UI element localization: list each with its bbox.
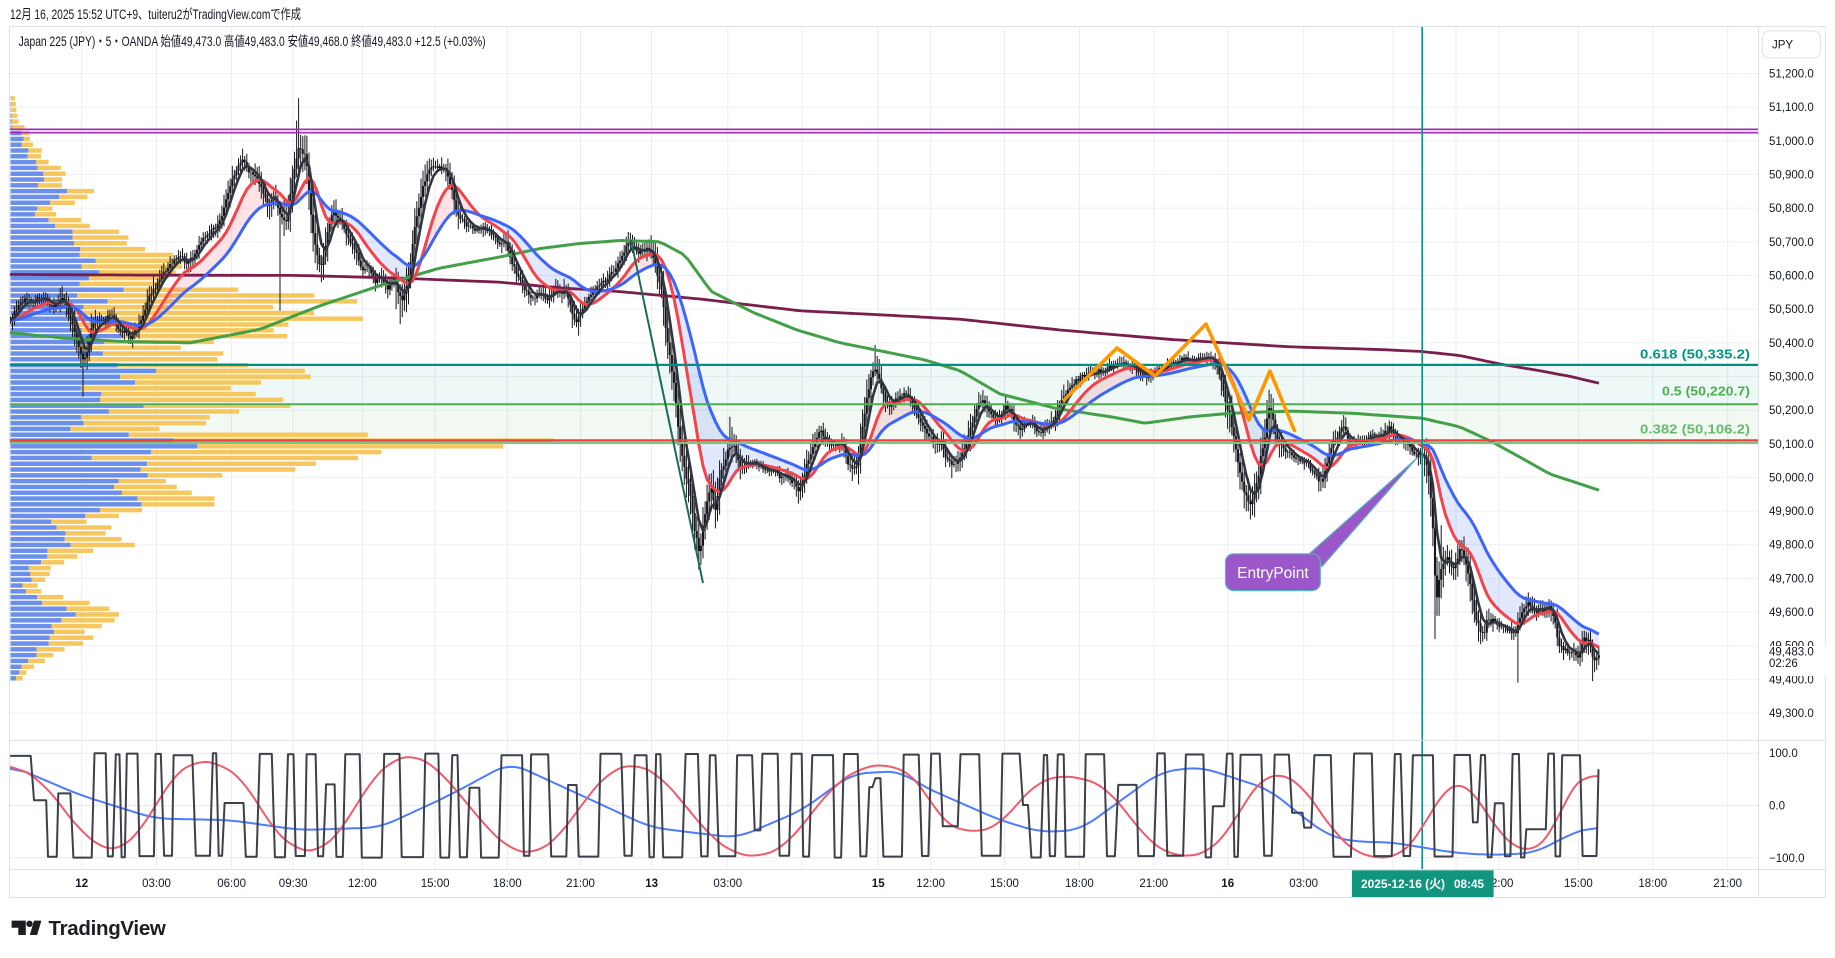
svg-text:50,800.0: 50,800.0 [1769,203,1814,215]
svg-text:18:00: 18:00 [1638,878,1667,890]
svg-text:0.618 (50,335.2): 0.618 (50,335.2) [1640,348,1750,362]
svg-text:21:00: 21:00 [1139,878,1168,890]
svg-text:06:00: 06:00 [217,878,246,890]
svg-text:EntryPoint: EntryPoint [1237,565,1309,582]
svg-text:49,600.0: 49,600.0 [1769,607,1814,619]
svg-text:21:00: 21:00 [566,878,595,890]
svg-text:03:00: 03:00 [713,878,742,890]
svg-text:15:00: 15:00 [421,878,450,890]
svg-text:TradingView: TradingView [49,917,166,940]
svg-text:0.0: 0.0 [1769,801,1785,813]
svg-text:2025-12-16 (火): 2025-12-16 (火) [1361,877,1445,891]
svg-text:15:00: 15:00 [990,878,1019,890]
svg-text:50,000.0: 50,000.0 [1769,472,1814,484]
svg-text:50,400.0: 50,400.0 [1769,338,1814,350]
svg-text:50,100.0: 50,100.0 [1769,439,1814,451]
svg-text:51,200.0: 51,200.0 [1769,69,1814,81]
svg-text:49,800.0: 49,800.0 [1769,540,1814,552]
svg-text:12:00: 12:00 [348,878,377,890]
svg-text:03:00: 03:00 [142,878,171,890]
svg-text:0.5 (50,220.7): 0.5 (50,220.7) [1662,385,1750,399]
svg-text:15: 15 [872,878,885,890]
svg-text:12月 16, 2025 15:52 UTC+9、tuite: 12月 16, 2025 15:52 UTC+9、tuiteru2がTradin… [10,7,301,22]
svg-text:51,100.0: 51,100.0 [1769,102,1814,114]
svg-text:50,700.0: 50,700.0 [1769,237,1814,249]
svg-text:12:00: 12:00 [916,878,945,890]
svg-text:49,900.0: 49,900.0 [1769,506,1814,518]
svg-text:13: 13 [645,878,658,890]
svg-text:18:00: 18:00 [493,878,522,890]
svg-text:09:30: 09:30 [279,878,308,890]
svg-text:18:00: 18:00 [1065,878,1094,890]
svg-text:50,500.0: 50,500.0 [1769,304,1814,316]
svg-text:100.0: 100.0 [1769,748,1798,760]
svg-text:15:00: 15:00 [1564,878,1593,890]
svg-text:49,300.0: 49,300.0 [1769,708,1814,720]
svg-text:08:45: 08:45 [1454,877,1484,891]
svg-text:16: 16 [1221,878,1234,890]
svg-text:−100.0: −100.0 [1769,853,1805,865]
svg-text:21:00: 21:00 [1713,878,1742,890]
svg-text:50,300.0: 50,300.0 [1769,371,1814,383]
svg-text:49,700.0: 49,700.0 [1769,573,1814,585]
svg-text:0.382 (50,106.2): 0.382 (50,106.2) [1640,423,1750,437]
svg-text:JPY: JPY [1772,40,1793,52]
svg-text:49,483.0: 49,483.0 [1769,647,1814,659]
svg-text:03:00: 03:00 [1289,878,1318,890]
svg-text:50,200.0: 50,200.0 [1769,405,1814,417]
svg-text:Japan 225 (JPY)・5・OANDA 始値49,: Japan 225 (JPY)・5・OANDA 始値49,473.0 高値49,… [19,33,486,49]
svg-text:02:26: 02:26 [1769,658,1798,670]
svg-text:50,900.0: 50,900.0 [1769,170,1814,182]
svg-text:51,000.0: 51,000.0 [1769,136,1814,148]
svg-text:12: 12 [75,878,88,890]
svg-text:49,400.0: 49,400.0 [1769,674,1814,686]
svg-text:50,600.0: 50,600.0 [1769,271,1814,283]
